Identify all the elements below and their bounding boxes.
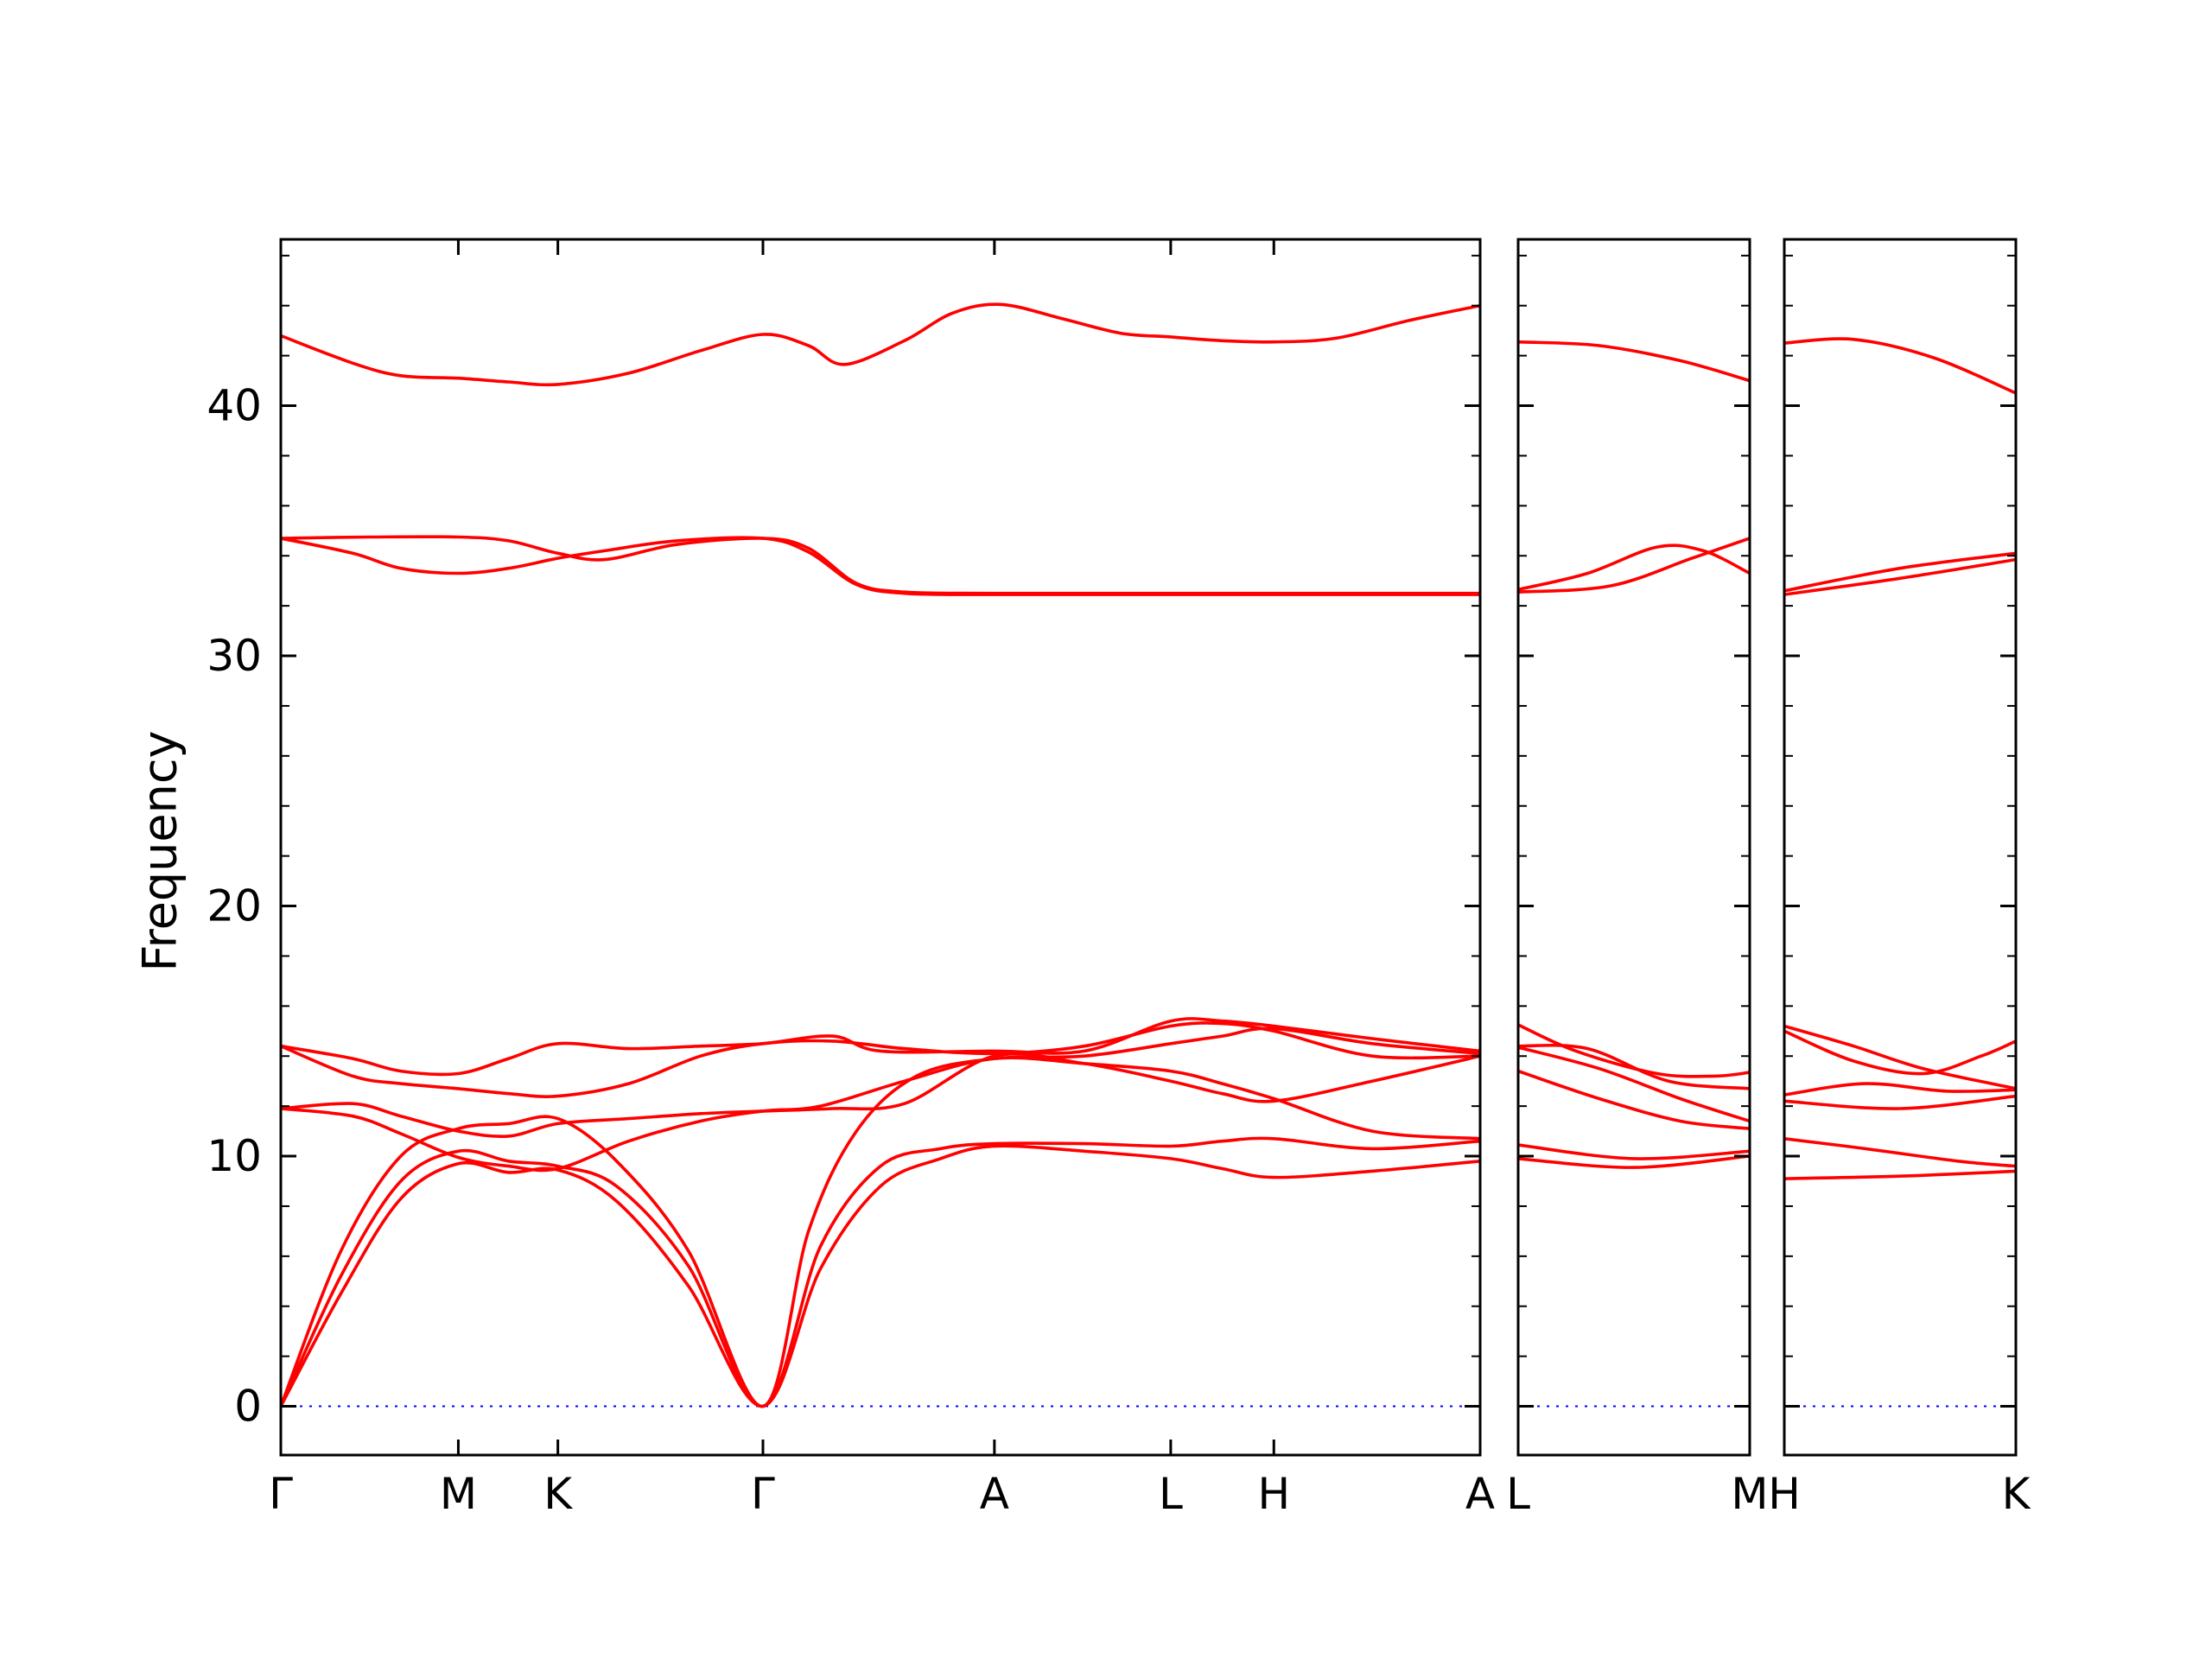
band-curve (1518, 1154, 1750, 1169)
axes-frame (279, 238, 1482, 1457)
phonon-bands (1518, 340, 1750, 1169)
y-tick-label: 10 (207, 1131, 262, 1181)
x-tick-label: Γ (269, 1469, 293, 1519)
band-curve (281, 1052, 1480, 1139)
x-tick-label: M (1731, 1469, 1768, 1519)
band-curve (281, 1056, 1480, 1173)
x-tick-label: L (1506, 1469, 1530, 1519)
band-curve (281, 1144, 1480, 1408)
y-tick-label: 40 (207, 381, 262, 431)
band-curve (281, 1027, 1480, 1408)
axes-frame (1783, 238, 2018, 1457)
axes-frame (1516, 238, 1751, 1457)
band-curve (281, 1136, 1480, 1408)
band-curve (1518, 537, 1750, 594)
band-curve (281, 1017, 1480, 1077)
band-curve (1784, 1137, 2016, 1168)
x-tick-label: M (440, 1469, 477, 1519)
band-curve (1784, 337, 2016, 395)
band-curve (1518, 1043, 1750, 1090)
phonon-bands (281, 302, 1480, 1408)
band-curve (1784, 1029, 2016, 1076)
band-curve (1784, 1024, 2016, 1090)
band-curve (281, 535, 1480, 595)
x-tick-label: A (980, 1469, 1009, 1519)
x-tick-label: Γ (751, 1469, 775, 1519)
band-curve (281, 536, 1480, 596)
band-curve (1518, 1023, 1750, 1078)
band-curve (1784, 1094, 2016, 1110)
band-curve (281, 1021, 1480, 1098)
x-tick-label: L (1159, 1469, 1183, 1519)
tick-marks (279, 239, 1482, 1455)
tick-marks (1516, 239, 1751, 1455)
y-tick-label: 0 (234, 1382, 262, 1432)
band-curve (1784, 551, 2016, 593)
phonon-bands (1784, 337, 2016, 1180)
band-curve (1518, 1143, 1750, 1160)
x-tick-label: H (1768, 1469, 1801, 1519)
band-curve (1518, 543, 1750, 592)
x-tick-label: K (2002, 1469, 2031, 1519)
band-curve (281, 302, 1480, 387)
x-tick-label: H (1257, 1469, 1290, 1519)
x-tick-label: K (543, 1469, 573, 1519)
band-curve (1518, 1069, 1750, 1130)
panel-0: Γ M K Γ A L H A 0 10 20 30 40 (207, 238, 1495, 1519)
band-curve (1518, 1046, 1750, 1123)
band-curve (1784, 557, 2016, 596)
band-curve (1784, 1082, 2016, 1096)
x-tick-label: A (1465, 1469, 1495, 1519)
band-curve (1784, 1169, 2016, 1180)
y-tick-label: 20 (207, 881, 262, 931)
tick-marks (1783, 239, 2018, 1455)
band-curve (1518, 340, 1750, 383)
y-tick-label: 30 (207, 631, 262, 681)
